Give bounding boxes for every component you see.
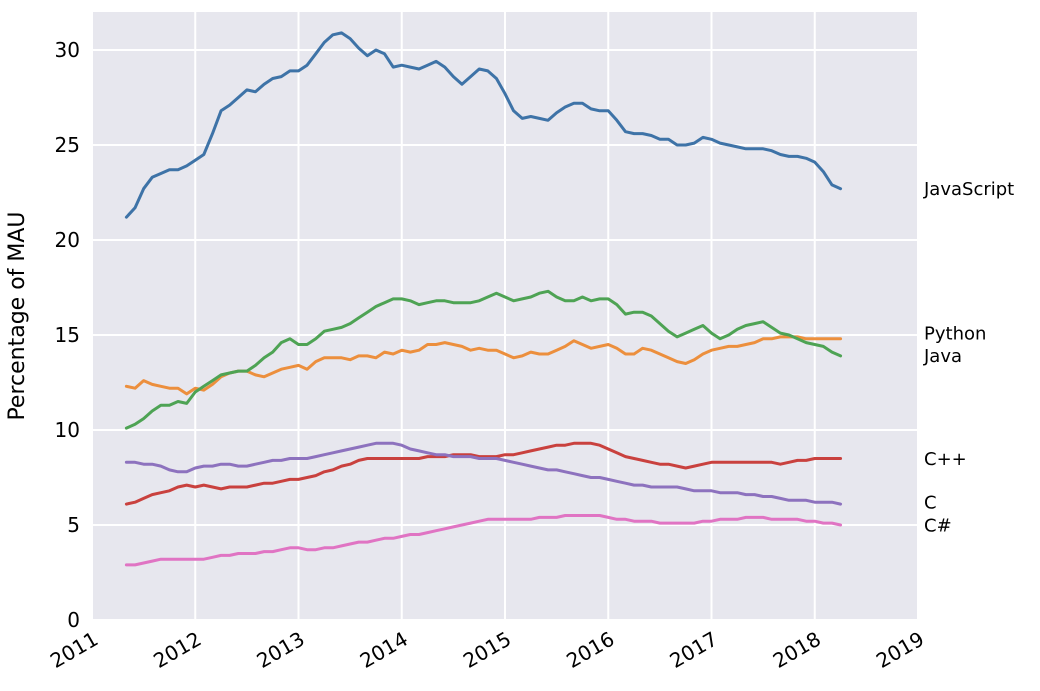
x-tick-label: 2016 [562, 627, 618, 673]
x-tick-label: 2013 [253, 627, 309, 673]
series-label-python: Python [924, 323, 986, 344]
x-tick-label: 2019 [872, 627, 928, 673]
y-tick-label: 30 [55, 38, 80, 62]
y-tick-label: 5 [67, 513, 80, 537]
series-label-java: Java [923, 346, 962, 367]
x-tick-label: 2012 [149, 627, 205, 673]
series-label-c: C [924, 493, 937, 514]
series-label-javascript: JavaScript [923, 179, 1014, 200]
series-label-c: C++ [924, 449, 967, 470]
x-tick-label: 2018 [769, 627, 825, 673]
y-tick-label: 15 [55, 323, 80, 347]
x-tick-label: 2015 [459, 627, 515, 673]
mau-line-chart: JavaScript PythonJava C++ CC# 0 5 10 15 20 25 30 20… [0, 0, 1040, 691]
x-tick-label: 2014 [356, 627, 412, 673]
x-tick-label: 2011 [46, 627, 102, 673]
y-tick-label: 25 [55, 133, 80, 157]
series-label-c: C# [924, 515, 952, 536]
y-tick-label: 20 [55, 228, 80, 252]
y-tick-label: 10 [55, 418, 80, 442]
y-tick-label: 0 [67, 608, 80, 632]
y-axis-label: Percentage of MAU [5, 211, 30, 420]
x-tick-label: 2017 [666, 627, 722, 673]
